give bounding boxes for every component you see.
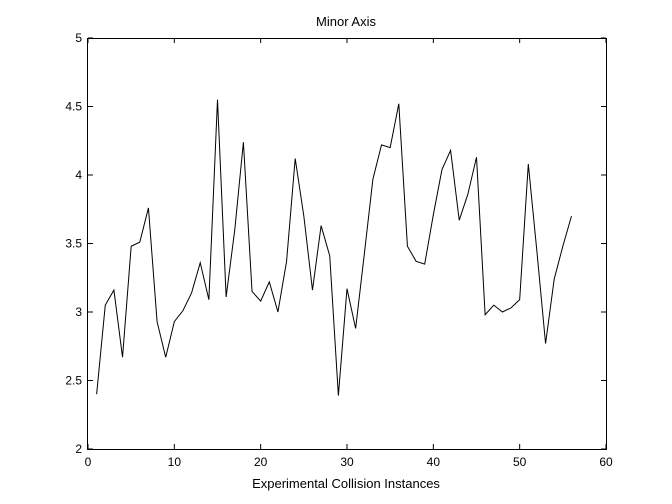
series-line [96, 99, 572, 396]
y-tick-label: 2.5 [65, 374, 82, 388]
x-tick-label: 0 [85, 455, 92, 469]
x-tick-label: 20 [254, 455, 268, 469]
x-tick-label: 30 [340, 455, 354, 469]
plot-frame [87, 38, 607, 450]
x-tick-label: 50 [513, 455, 527, 469]
y-tick-label: 5 [75, 31, 82, 45]
y-tick-label: 3.5 [65, 237, 82, 251]
y-tick-label: 4 [75, 168, 82, 182]
y-tick-label: 2 [75, 442, 82, 456]
x-tick-label: 40 [427, 455, 441, 469]
y-axis-ticks: 2 2.5 3 3.5 4 4.5 5 [65, 31, 606, 456]
chart-title: Minor Axis [316, 14, 376, 29]
plot-background [87, 38, 606, 449]
x-tick-label: 10 [168, 455, 182, 469]
x-axis-ticks: 0 10 20 30 40 50 60 [85, 38, 613, 469]
x-axis-label: Experimental Collision Instances [252, 476, 440, 491]
y-tick-label: 3 [75, 305, 82, 319]
x-tick-label: 60 [599, 455, 613, 469]
y-tick-label: 4.5 [65, 100, 82, 114]
